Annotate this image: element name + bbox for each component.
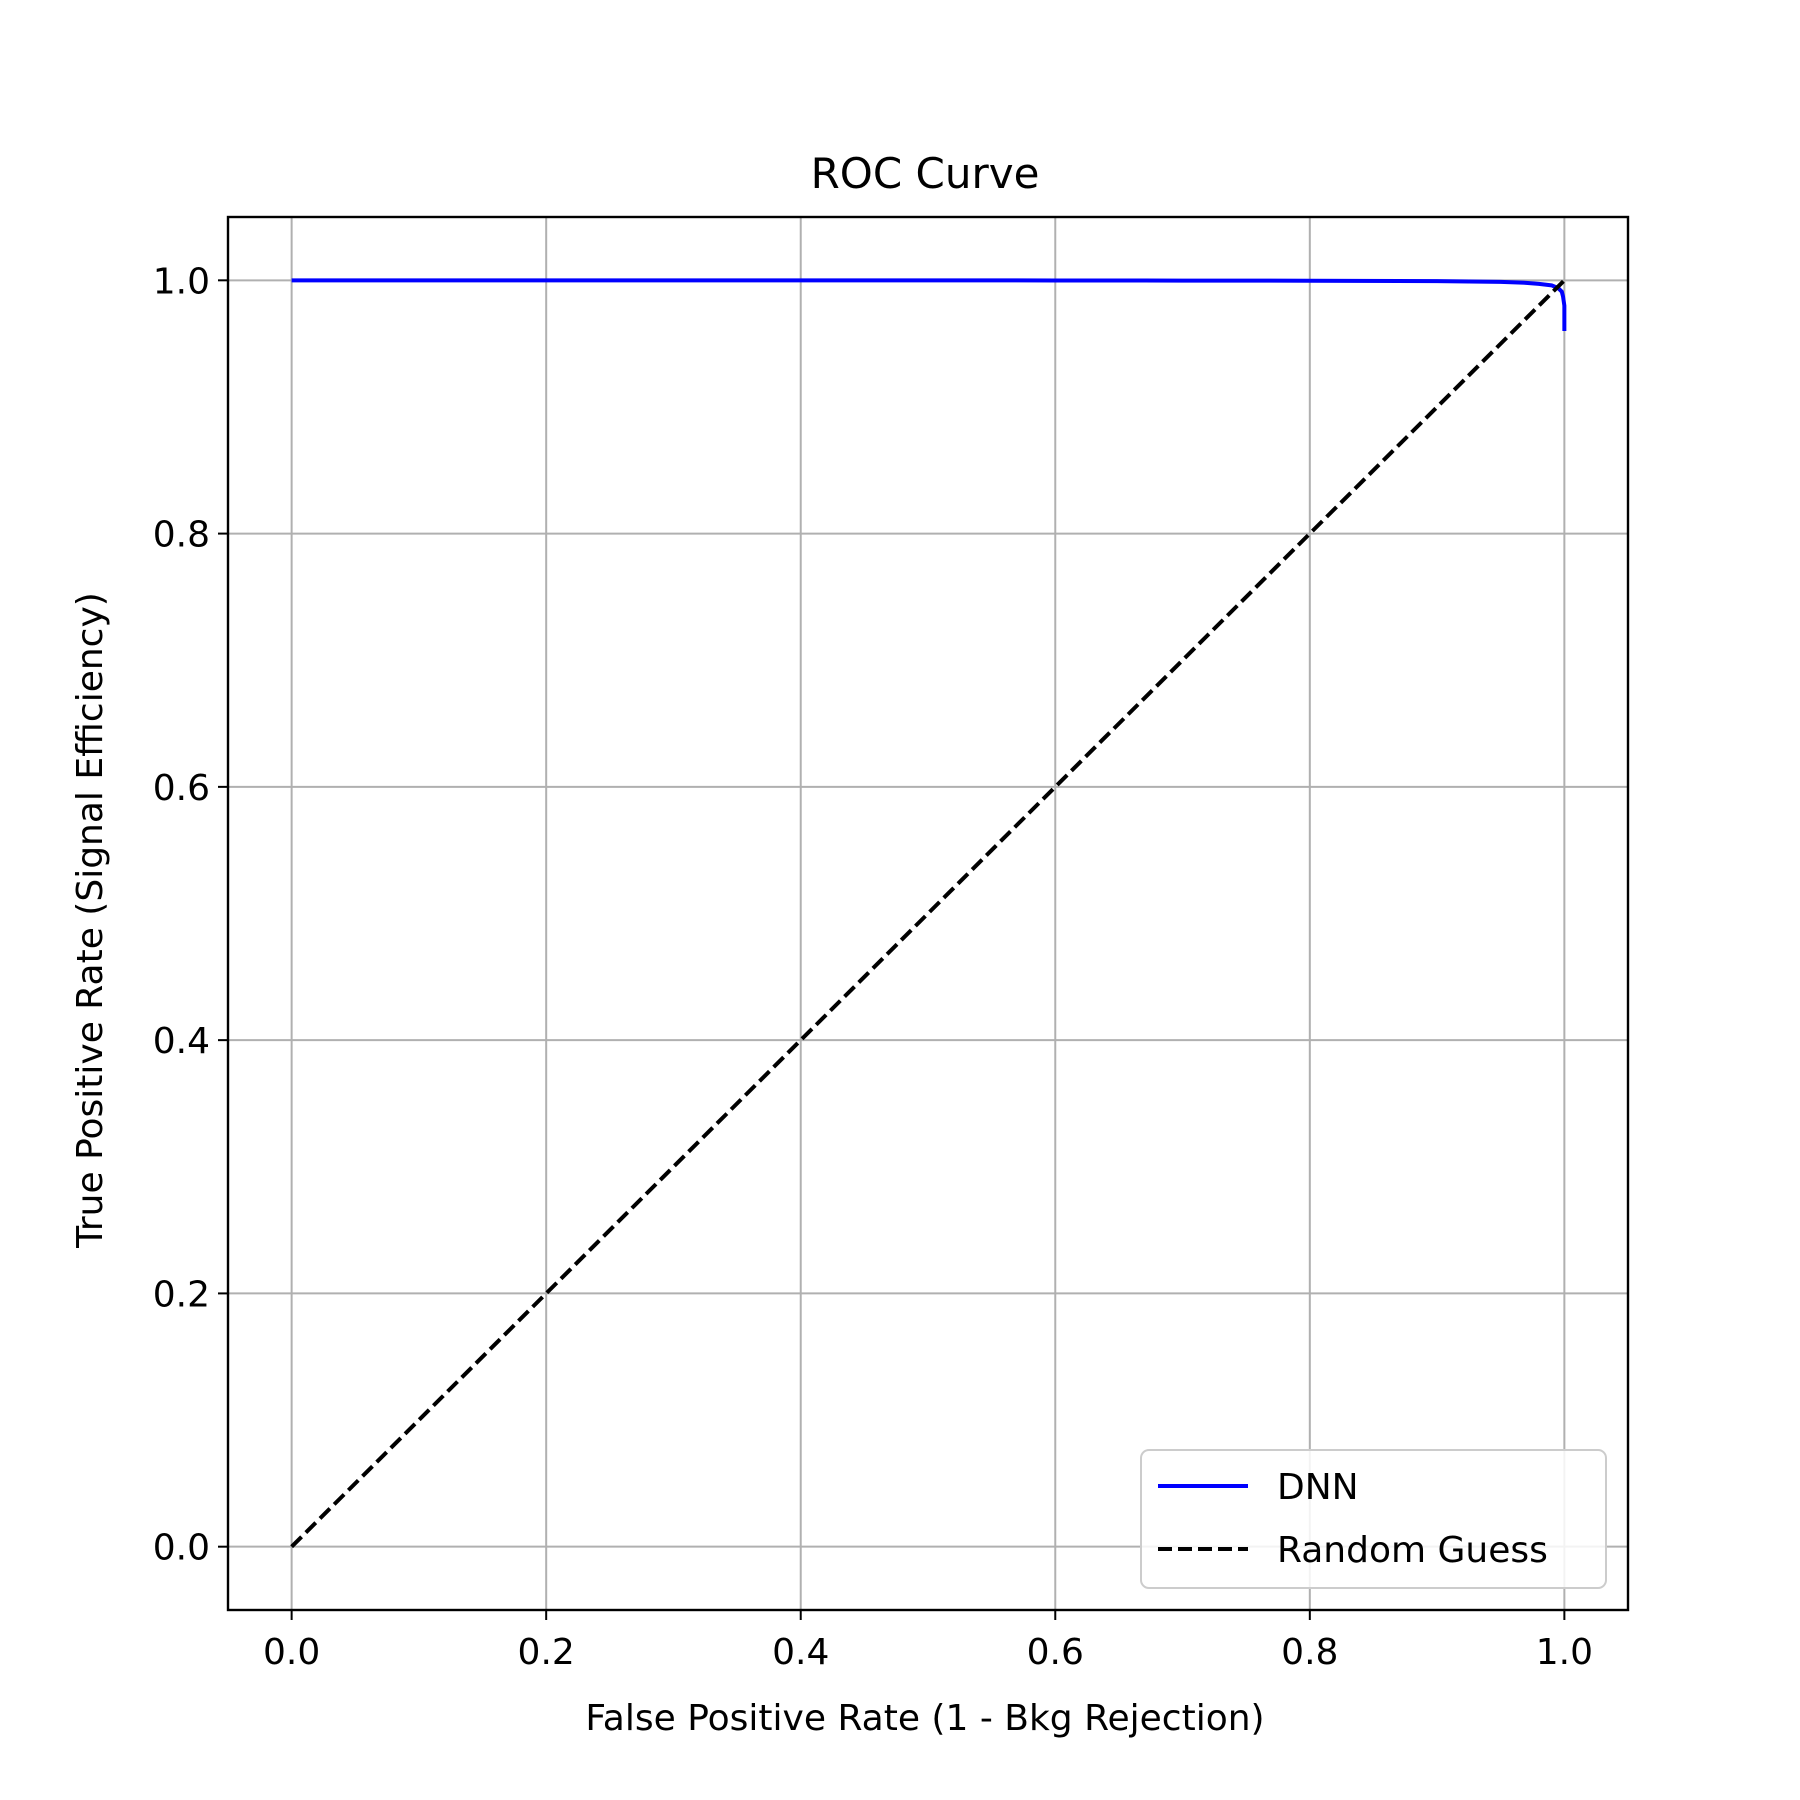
y-tick-label-1: 0.2 xyxy=(153,1274,210,1315)
y-tick-label-3: 0.6 xyxy=(153,768,210,809)
legend-label-random-guess: Random Guess xyxy=(1277,1530,1548,1571)
plot-series xyxy=(290,278,1567,1549)
series-line-dnn xyxy=(291,278,1567,331)
chart-title: ROC Curve xyxy=(811,149,1040,198)
x-tick-label-0: 0.0 xyxy=(263,1632,320,1673)
x-tick-label-1: 0.2 xyxy=(518,1632,575,1673)
x-tick-label-3: 0.6 xyxy=(1027,1632,1084,1673)
x-tick-label-4: 0.8 xyxy=(1281,1632,1338,1673)
axis-ticks: 0.0 0.2 0.4 0.6 0.8 1.0 0.0 0.2 0.4 0.6 0.8 1.0 xyxy=(153,261,1593,1673)
legend-box xyxy=(1140,1449,1607,1589)
y-tick-label-2: 0.4 xyxy=(153,1021,210,1062)
y-tick-label-4: 0.8 xyxy=(153,515,210,556)
y-tick-label-0: 0.0 xyxy=(153,1528,210,1569)
plot-frame xyxy=(226,215,1630,1612)
y-axis-label: True Positive Rate (Signal Efficiency) xyxy=(70,592,111,1249)
legend: DNN Random Guess xyxy=(1140,1449,1607,1589)
x-axis-label: False Positive Rate (1 - Bkg Rejection) xyxy=(585,1698,1264,1739)
x-tick-label-2: 0.4 xyxy=(772,1632,829,1673)
x-tick-label-5: 1.0 xyxy=(1536,1632,1593,1673)
legend-label-dnn: DNN xyxy=(1277,1467,1359,1508)
y-tick-label-5: 1.0 xyxy=(153,261,210,302)
grid-lines xyxy=(228,217,1628,1610)
